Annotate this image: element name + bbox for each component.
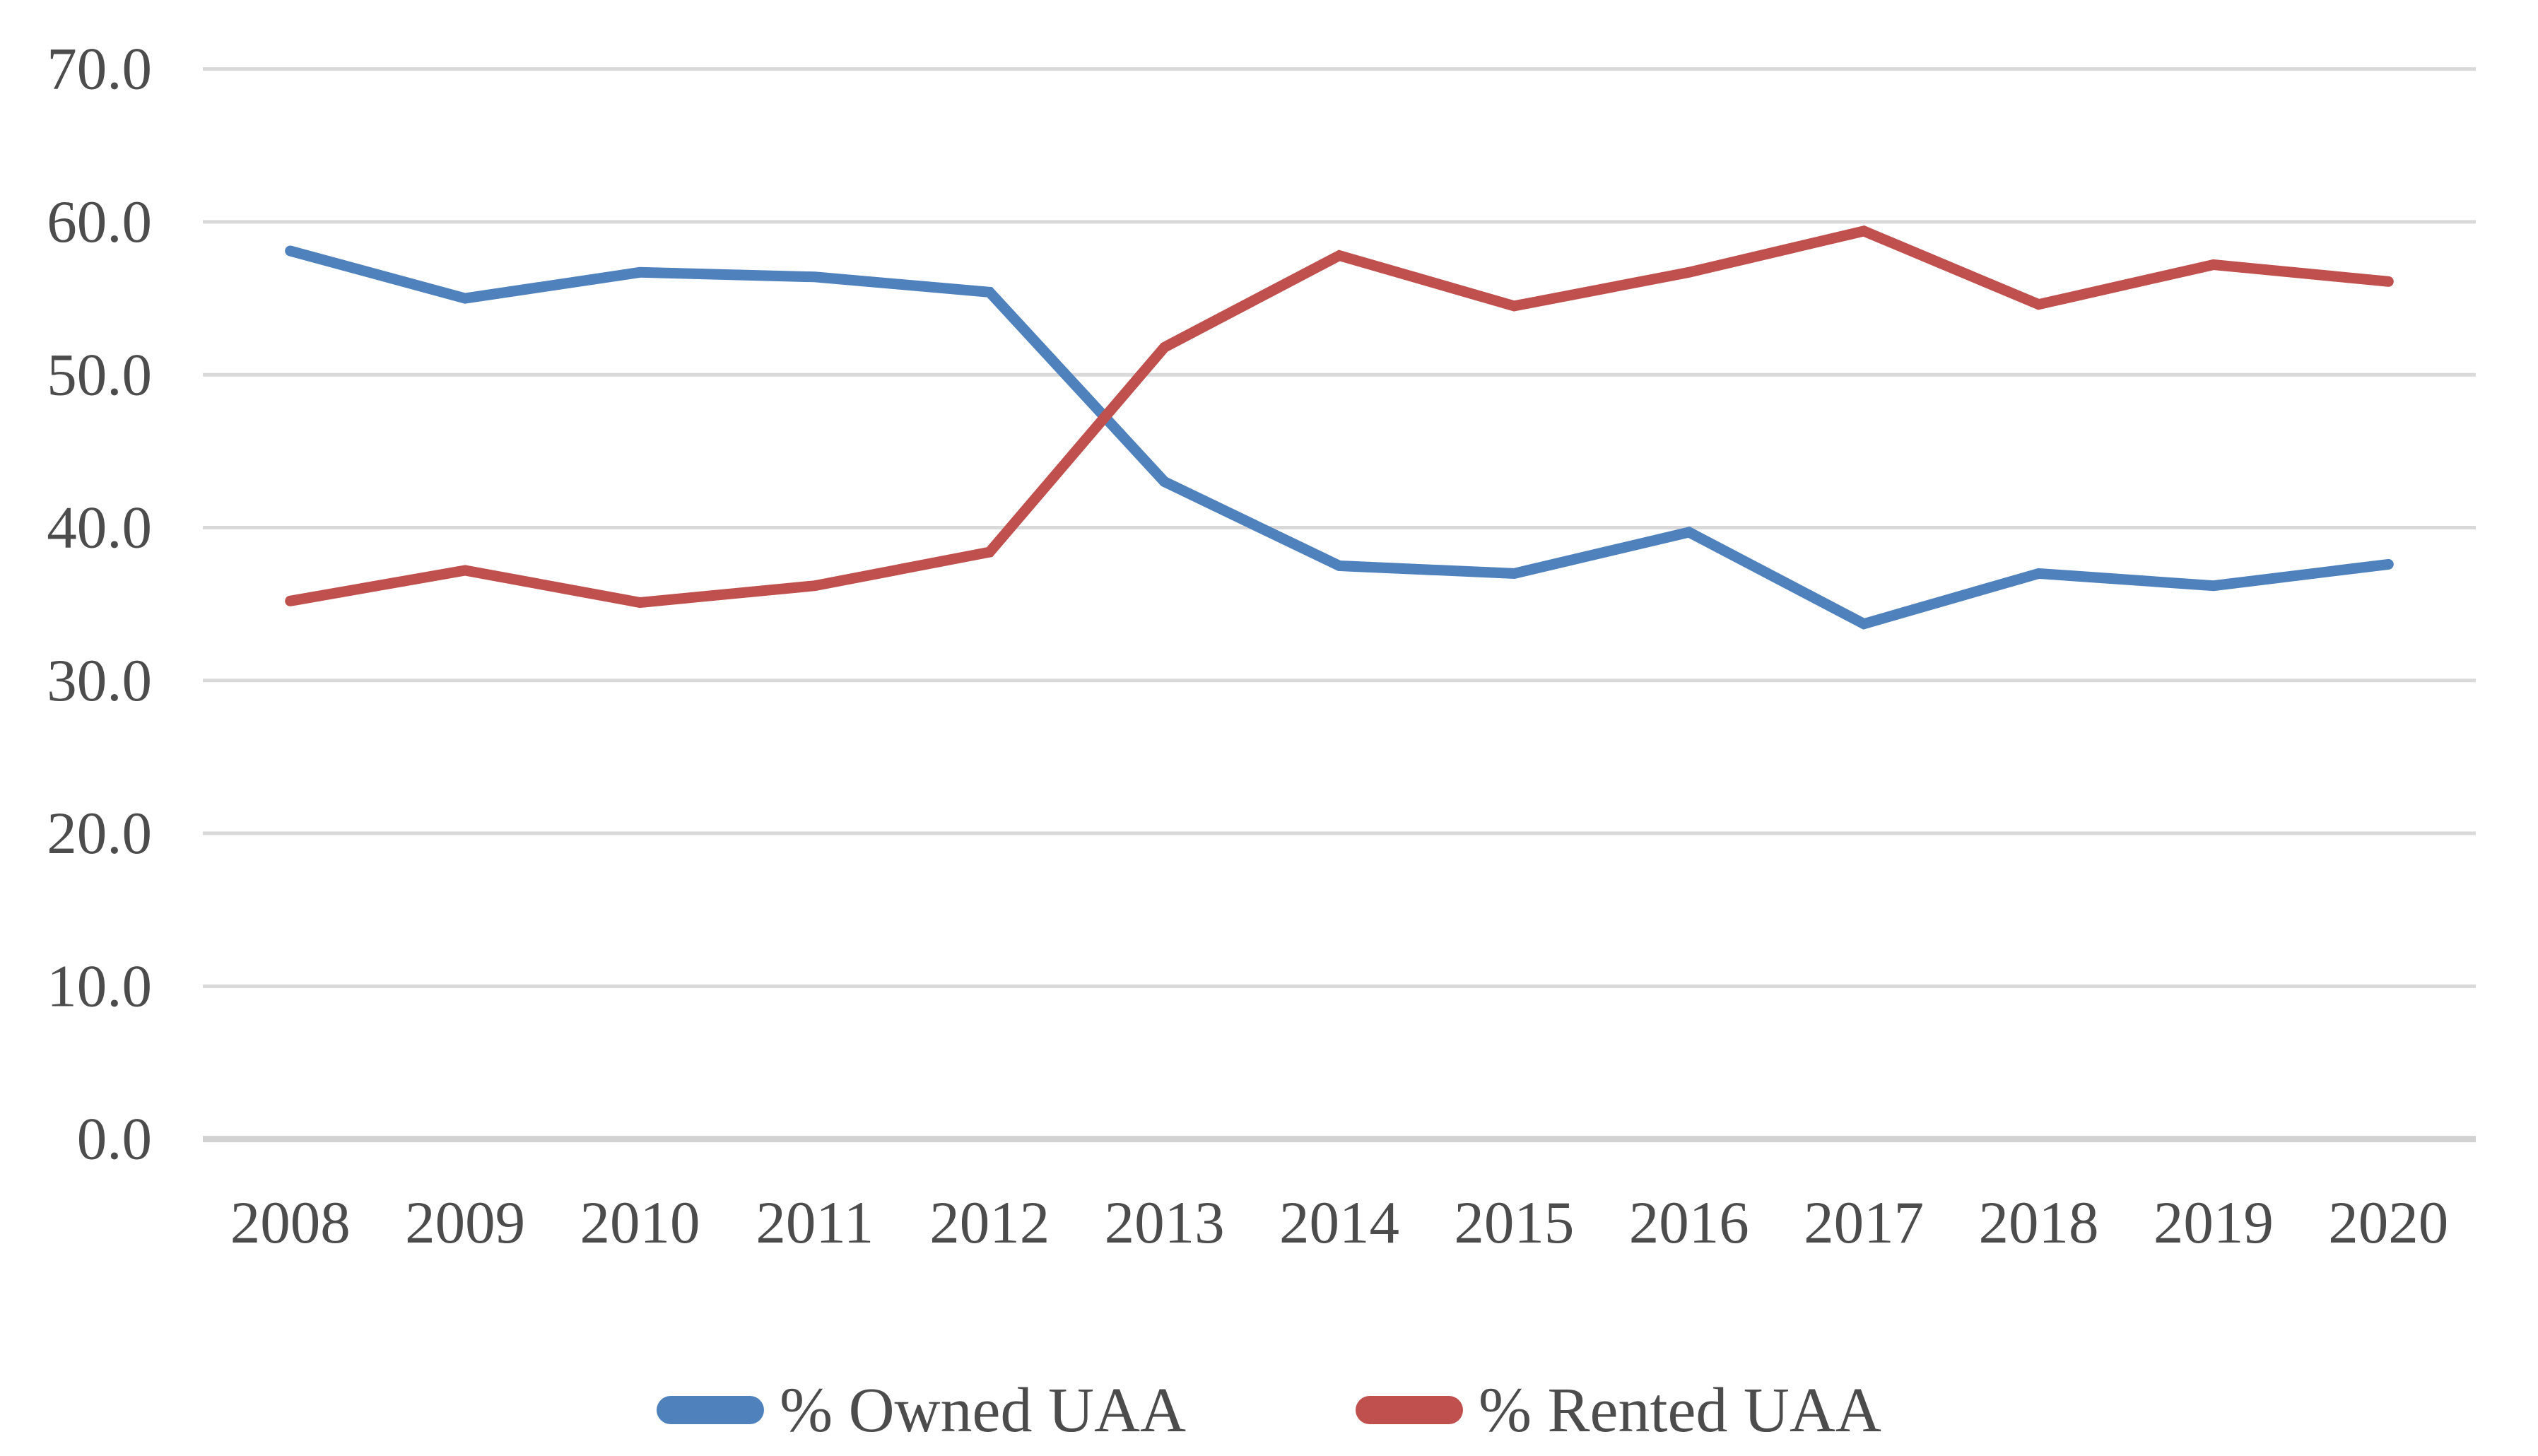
x-tick-label: 2010 [580, 1190, 700, 1256]
x-tick-label: 2011 [756, 1190, 874, 1256]
x-tick-label: 2015 [1454, 1190, 1574, 1256]
owned-uaa-line [285, 245, 2394, 630]
x-tick-label: 2018 [1979, 1190, 2099, 1256]
x-tick-label: 2009 [405, 1190, 525, 1256]
y-tick-label: 30.0 [47, 647, 152, 714]
rented-uaa-line [285, 225, 2394, 609]
x-tick-label: 2017 [1804, 1190, 1924, 1256]
y-tick-label: 50.0 [47, 341, 152, 408]
rented-series-swatch [1356, 1396, 1463, 1424]
x-tick-label: 2008 [230, 1190, 351, 1256]
rented-series-label: % Rented UAA [1479, 1375, 1881, 1445]
y-tick-label: 40.0 [47, 495, 152, 561]
x-tick-label: 2020 [2328, 1190, 2448, 1256]
y-tick-label: 10.0 [47, 953, 152, 1019]
x-tick-label: 2016 [1629, 1190, 1749, 1256]
y-tick-label: 0.0 [77, 1106, 152, 1173]
x-tick-label: 2013 [1105, 1190, 1225, 1256]
y-tick-label: 70.0 [47, 36, 152, 102]
legend-item-owned: % Owned UAA [657, 1374, 1186, 1447]
y-tick-label: 60.0 [47, 189, 152, 255]
y-tick-label: 20.0 [47, 800, 152, 867]
x-tick-label: 2019 [2154, 1190, 2274, 1256]
x-tick-label: 2014 [1279, 1190, 1399, 1256]
chart-legend: % Owned UAA % Rented UAA [0, 1364, 2538, 1456]
legend-item-rented: % Rented UAA [1356, 1374, 1881, 1447]
owned-series-swatch [657, 1396, 765, 1424]
owned-series-label: % Owned UAA [780, 1375, 1186, 1445]
x-tick-label: 2012 [929, 1190, 1050, 1256]
